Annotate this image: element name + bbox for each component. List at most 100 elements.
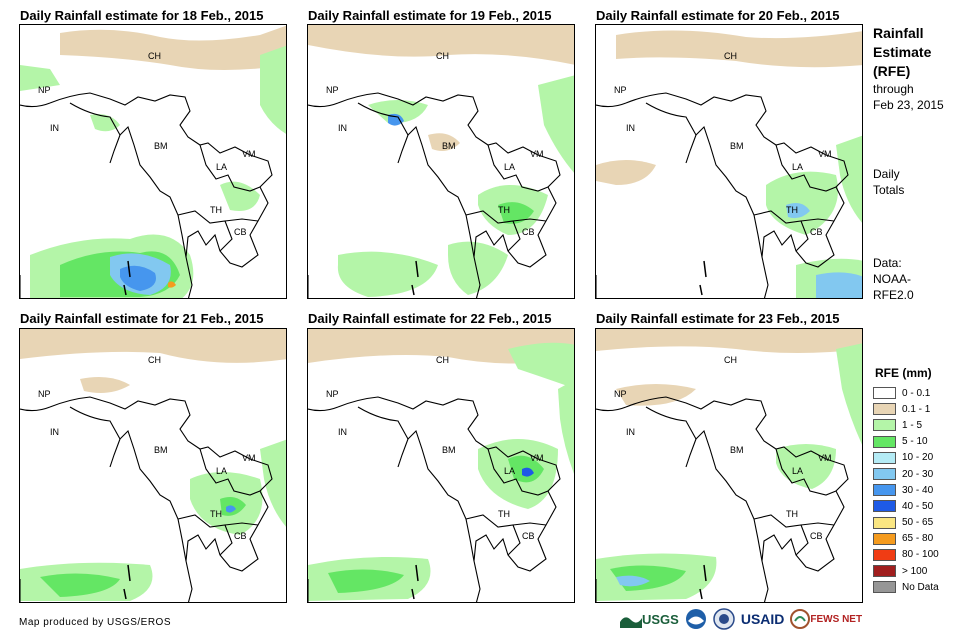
country-label-th: TH (786, 205, 798, 215)
legend-swatch (873, 565, 896, 578)
country-label-vm: VM (242, 149, 256, 159)
country-label-vm: VM (530, 149, 544, 159)
legend-swatch (873, 387, 896, 400)
country-label-th: TH (786, 509, 798, 519)
legend-label: 10 - 20 (902, 452, 934, 464)
country-label-la: LA (504, 466, 516, 476)
country-label-np: NP (38, 389, 51, 399)
legend-swatch (873, 484, 896, 497)
country-label-la: LA (792, 466, 804, 476)
usaid-text: USAID (740, 611, 785, 627)
rainfall-map (20, 329, 286, 602)
country-label-ch: CH (148, 51, 161, 61)
rainfall-area (522, 467, 534, 477)
legend-label: 20 - 30 (902, 468, 934, 480)
totals-label: Totals (873, 183, 905, 197)
country-label-bm: BM (730, 445, 744, 455)
legend-label: 1 - 5 (902, 419, 923, 431)
rainfall-area (260, 45, 286, 134)
legend: 0 - 0.1 0.1 - 1 1 - 5 5 - 10 10 - 20 20 - 30 3… (873, 385, 939, 595)
legend-swatch (873, 500, 896, 513)
legend-item: 10 - 20 (873, 450, 939, 466)
rainfall-map (596, 30, 862, 298)
rainfall-area (80, 377, 130, 393)
country-label-th: TH (498, 205, 510, 215)
legend-label: 40 - 50 (902, 500, 934, 512)
legend-title: RFE (mm) (875, 366, 932, 380)
data-source-2: RFE2.0 (873, 288, 914, 302)
country-label-bm: BM (730, 141, 744, 151)
legend-item: 40 - 50 (873, 498, 939, 514)
rainfall-area (40, 573, 120, 597)
usgs-text: USGS (642, 611, 679, 627)
legend-item: 30 - 40 (873, 482, 939, 498)
rainfall-area (498, 202, 534, 224)
country-label-ch: CH (724, 355, 737, 365)
rainfall-area (20, 329, 286, 363)
country-label-cb: CB (522, 531, 535, 541)
country-label-vm: VM (818, 453, 832, 463)
rainfall-map (308, 25, 574, 298)
rainfall-area (616, 575, 650, 587)
legend-swatch (873, 532, 896, 545)
country-label-la: LA (216, 466, 228, 476)
credit-text: Map produced by USGS/EROS (19, 617, 172, 628)
legend-label: 0 - 0.1 (902, 387, 931, 399)
rainfall-area (20, 65, 60, 91)
country-label-cb: CB (234, 227, 247, 237)
rainfall-map-panel: CH NP IN BM LA VM TH CB (595, 328, 863, 603)
rainfall-map-panel: CH NP IN BM LA VM TH CB (595, 24, 863, 299)
rainfall-area (558, 380, 574, 474)
through-date: Feb 23, 2015 (873, 98, 944, 112)
country-label-ch: CH (148, 355, 161, 365)
rainfall-area (428, 133, 460, 151)
rainfall-area (90, 114, 120, 132)
legend-label: 5 - 10 (902, 436, 928, 448)
logo-bar: USGS USAID FEWS NET (620, 606, 862, 632)
country-label-th: TH (210, 509, 222, 519)
country-label-in: IN (50, 427, 59, 437)
rainfall-area (786, 203, 810, 219)
panel-title: Daily Rainfall estimate for 23 Feb., 201… (596, 311, 840, 326)
rainfall-area (226, 505, 236, 513)
panel-title: Daily Rainfall estimate for 19 Feb., 201… (308, 8, 552, 23)
rainfall-area (260, 439, 286, 527)
country-label-np: NP (614, 85, 627, 95)
country-label-np: NP (614, 389, 627, 399)
rainfall-area (60, 25, 286, 70)
country-label-th: TH (210, 205, 222, 215)
legend-item: 5 - 10 (873, 434, 939, 450)
country-label-vm: VM (818, 149, 832, 159)
rainfall-area (328, 569, 404, 593)
country-label-bm: BM (442, 445, 456, 455)
country-label-np: NP (326, 85, 339, 95)
legend-swatch (873, 516, 896, 529)
legend-label: No Data (902, 581, 939, 593)
legend-item: 0.1 - 1 (873, 401, 939, 417)
country-label-cb: CB (522, 227, 535, 237)
rainfall-map-panel: CH NP IN BM LA VM TH CB (307, 24, 575, 299)
panel-title: Daily Rainfall estimate for 20 Feb., 201… (596, 8, 840, 23)
legend-swatch (873, 581, 896, 594)
rainfall-area (368, 100, 428, 124)
fewsnet-text: FEWS NET (810, 613, 863, 625)
rainfall-area (388, 113, 404, 126)
legend-swatch (873, 419, 896, 432)
rainfall-area (776, 444, 836, 489)
title-line-1: Rainfall (873, 25, 924, 41)
dos-seal-logo (713, 607, 735, 631)
legend-label: 30 - 40 (902, 484, 934, 496)
rainfall-map-panel: CH NP IN BM LA VM TH CB (19, 328, 287, 603)
legend-swatch (873, 468, 896, 481)
legend-swatch (873, 548, 896, 561)
country-label-in: IN (626, 123, 635, 133)
country-label-bm: BM (154, 445, 168, 455)
country-label-th: TH (498, 509, 510, 519)
country-label-cb: CB (810, 531, 823, 541)
panel-title: Daily Rainfall estimate for 21 Feb., 201… (20, 311, 264, 326)
country-label-bm: BM (442, 141, 456, 151)
legend-item: > 100 (873, 563, 939, 579)
legend-item: No Data (873, 579, 939, 595)
country-label-vm: VM (530, 453, 544, 463)
country-label-ch: CH (436, 51, 449, 61)
